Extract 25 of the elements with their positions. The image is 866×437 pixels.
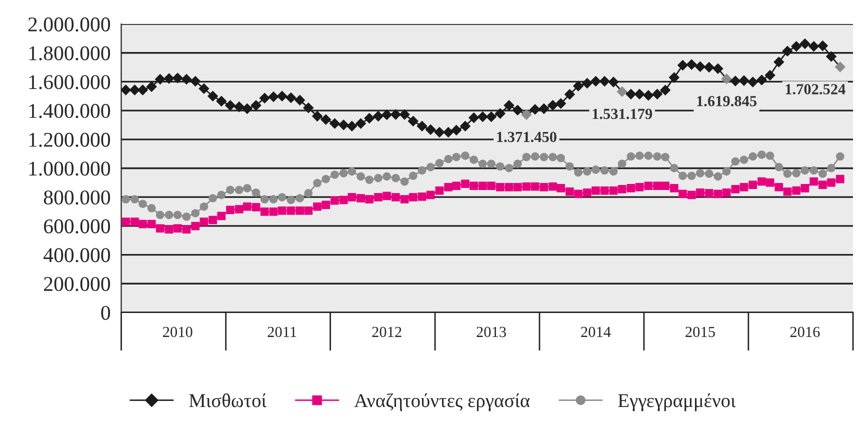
legend-label: Αναζητούντες εργασία (354, 393, 530, 412)
legend-label: Μισθωτοί (189, 393, 266, 408)
annotation: 1.619.845 (697, 96, 757, 106)
y-tick-label: 400.000 (44, 248, 110, 262)
x-tick-label: 2011 (268, 326, 296, 338)
y-tick-label: 600.000 (44, 219, 110, 234)
x-tick-label: 2014 (581, 326, 611, 338)
y-tick-label: 800.000 (44, 190, 110, 205)
annotation: 1.531.179 (592, 108, 652, 120)
x-tick-label: 2010 (163, 326, 192, 338)
x-tick-label: 2013 (476, 326, 506, 338)
x-tick-label: 2015 (686, 326, 715, 338)
y-tick-label: 1.200.000 (29, 132, 110, 147)
y-tick-label: 1.400.000 (29, 104, 110, 118)
y-tick-label: 1.800.000 (29, 46, 110, 60)
y-tick-label: 1.600.000 (29, 75, 110, 90)
legend-label: Εγγεγραμμένοι (618, 393, 736, 412)
annotation: 1.702.524 (786, 84, 846, 94)
x-tick-label: 2012 (372, 326, 402, 338)
x-tick-label: 2016 (790, 326, 820, 338)
y-tick-label: 1.000.000 (29, 162, 110, 176)
y-tick-label: 2.000.000 (28, 17, 110, 32)
y-tick-label: 200.000 (44, 276, 110, 292)
annotation: 1.371.450 (497, 132, 556, 142)
y-tick-label: 0 (101, 306, 110, 320)
